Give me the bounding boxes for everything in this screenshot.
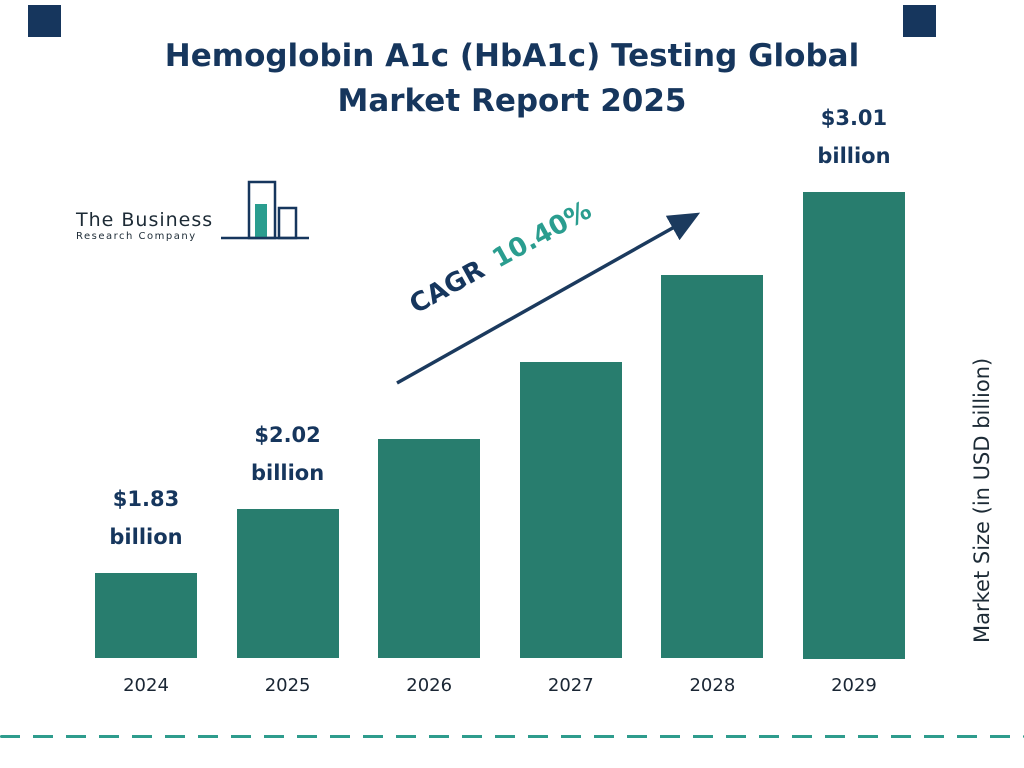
x-tick-2026: 2026 — [406, 675, 453, 696]
bar-column-2024: $1.83 billion 2024 — [95, 100, 197, 700]
y-axis-label: Market Size (in USD billion) — [970, 357, 994, 643]
company-logo-subname: Research Company — [76, 231, 197, 242]
bar-2027 — [519, 362, 622, 658]
bar-2029 — [802, 191, 905, 659]
value-label-2025: $2.02 billion — [250, 423, 325, 486]
bar-chart: $1.83 billion 2024 $2.02 billion 2025 2026 2027… — [95, 100, 905, 700]
bar-2024 — [95, 573, 197, 658]
bar-chart-logo-icon — [219, 178, 311, 248]
chart-title-line2: Market Report 2025 — [337, 82, 687, 119]
bar-2025 — [236, 509, 339, 658]
company-logo-name: The Business — [76, 209, 214, 231]
company-logo: The Business Research Company — [76, 178, 311, 248]
corner-accent-right — [903, 5, 936, 37]
company-logo-text: The Business Research Company — [76, 209, 213, 248]
bar-column-2025: $2.02 billion 2025 — [236, 100, 339, 700]
x-tick-2025: 2025 — [264, 675, 311, 696]
bar-column-2029: $3.01 billion 2029 — [802, 100, 905, 700]
chart-title-line1: Hemoglobin A1c (HbA1c) Testing Global — [164, 38, 860, 74]
x-tick-2024: 2024 — [123, 675, 169, 696]
bar-column-2026: 2026 — [378, 100, 481, 700]
value-label-2024: $1.83 billion — [109, 487, 183, 550]
value-label-2029: $3.01 billion — [817, 106, 891, 168]
x-tick-2027: 2027 — [547, 675, 594, 696]
bar-column-2028: 2028 — [661, 100, 764, 700]
x-tick-2028: 2028 — [689, 675, 736, 696]
bar-column-2027: 2027 — [519, 100, 622, 700]
bar-2026 — [378, 439, 481, 658]
corner-accent-left — [28, 5, 61, 37]
chart-title: Hemoglobin A1c (HbA1c) Testing Global Ma… — [0, 34, 1024, 124]
x-tick-2029: 2029 — [831, 675, 877, 696]
bar-2028 — [661, 275, 764, 658]
bottom-dashed-divider — [0, 735, 1024, 738]
